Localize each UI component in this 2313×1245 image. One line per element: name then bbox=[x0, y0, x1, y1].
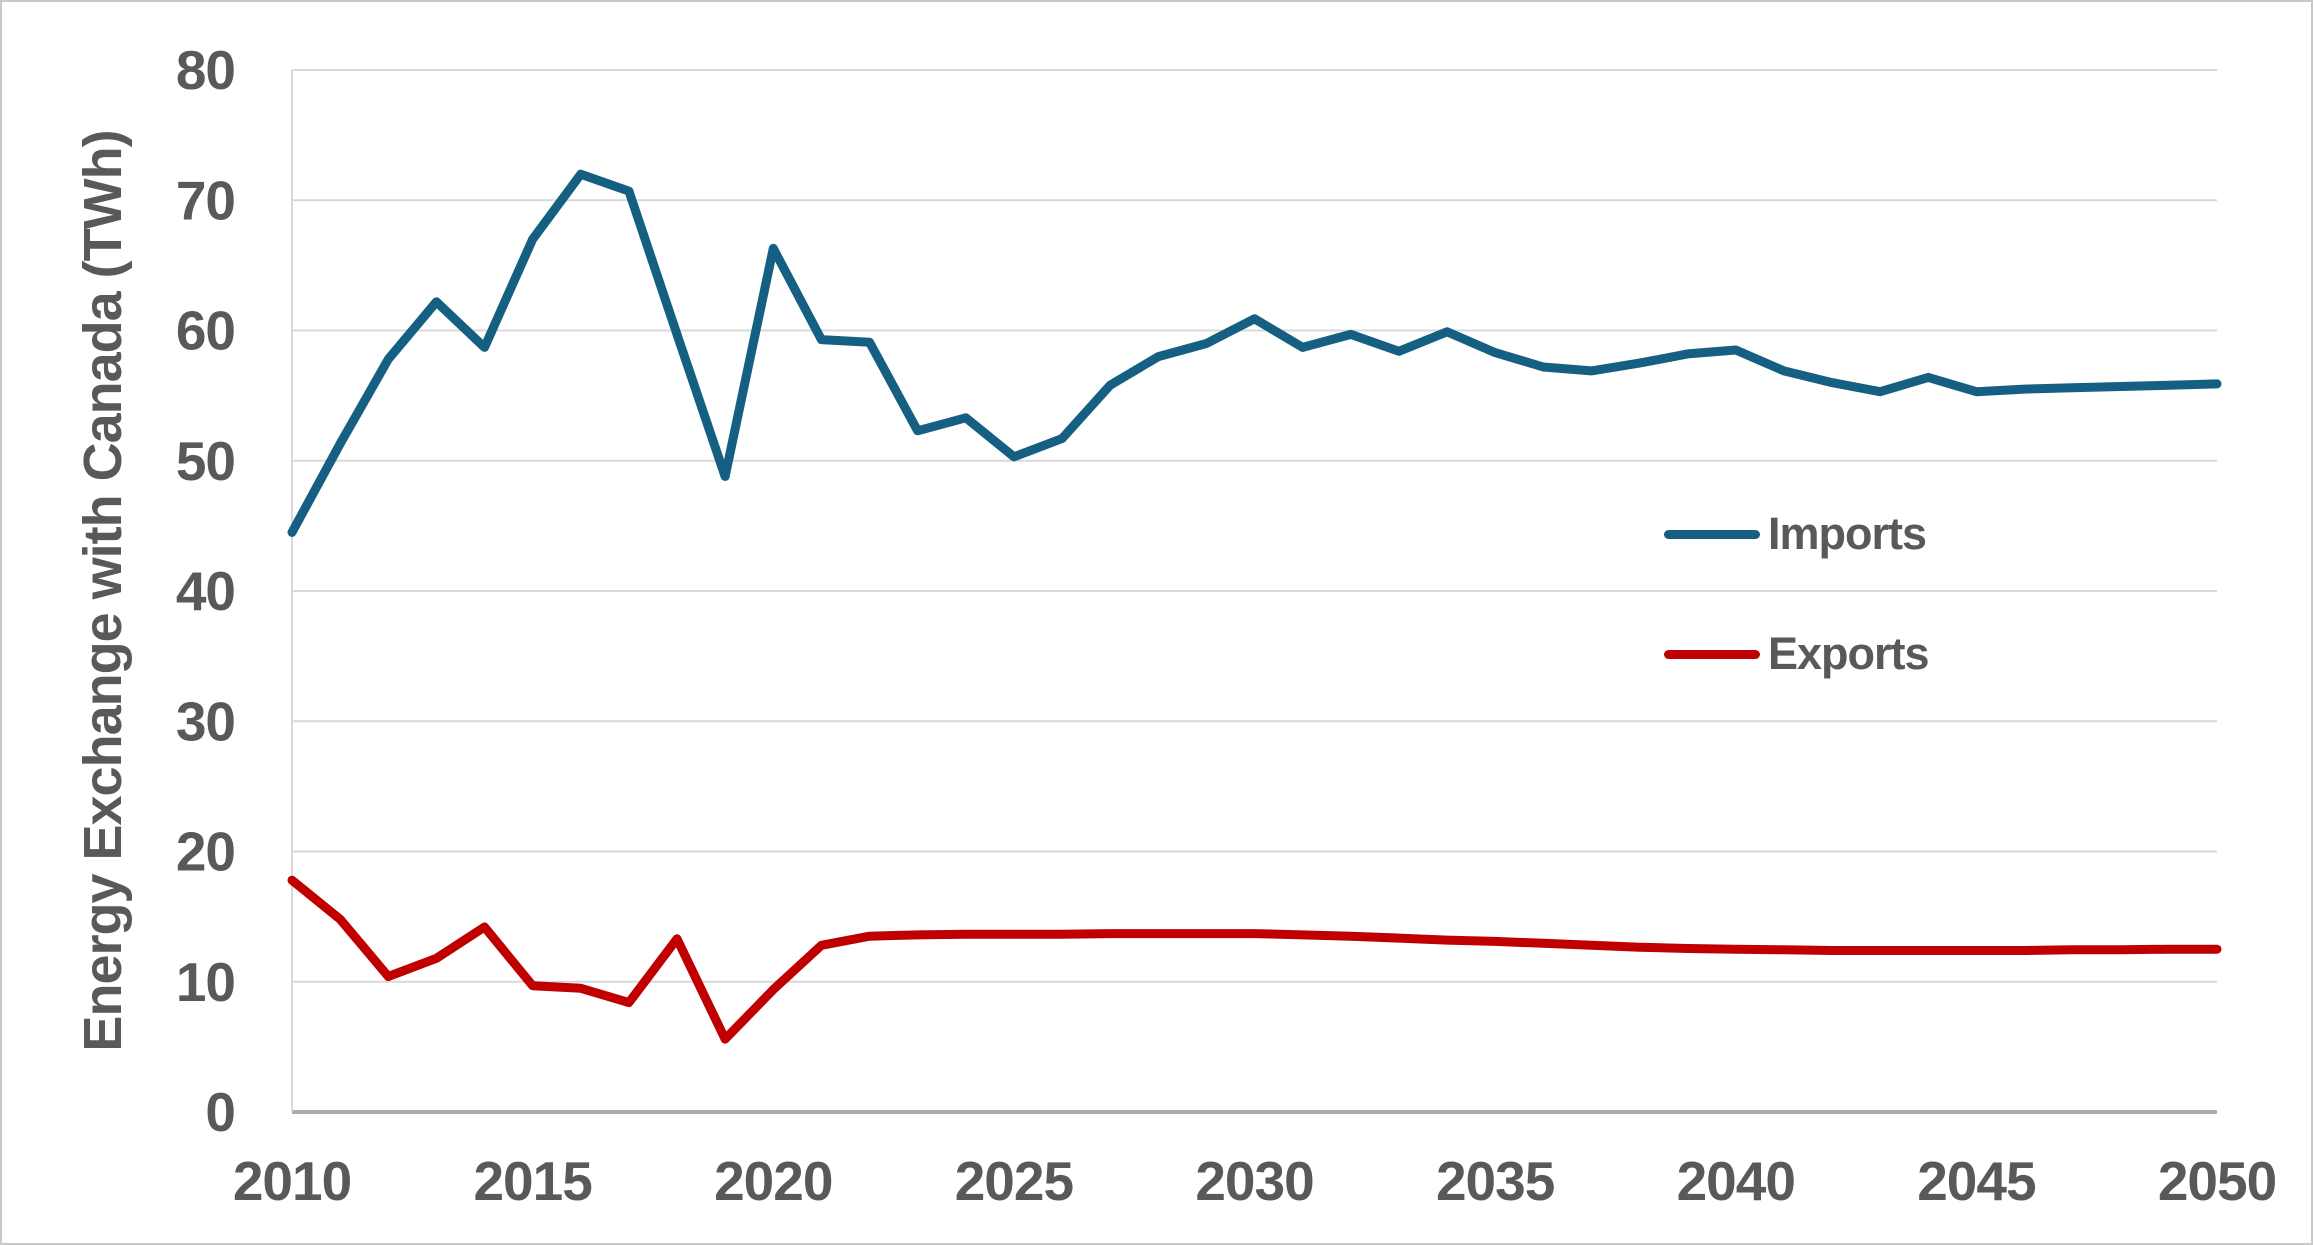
exports-line-swatch bbox=[1664, 649, 1760, 659]
y-tick-label: 70 bbox=[176, 169, 235, 231]
y-tick-label: 50 bbox=[176, 430, 235, 492]
x-tick-label: 2035 bbox=[1436, 1150, 1555, 1212]
x-tick-label: 2040 bbox=[1677, 1150, 1795, 1212]
imports-line-swatch bbox=[1664, 529, 1760, 539]
x-tick-label: 2045 bbox=[1917, 1150, 2036, 1212]
y-tick-label: 60 bbox=[176, 300, 235, 362]
x-tick-label: 2050 bbox=[2158, 1150, 2276, 1212]
legend-label-exports: Exports bbox=[1768, 628, 1930, 679]
exports-line bbox=[287, 875, 2222, 1044]
legend: Imports Exports bbox=[1664, 508, 1930, 680]
x-tick-label: 2010 bbox=[233, 1150, 351, 1212]
y-tick-label: 10 bbox=[176, 951, 235, 1013]
y-tick-label: 80 bbox=[176, 39, 235, 101]
y-tick-label: 40 bbox=[176, 560, 235, 622]
x-tick-label: 2020 bbox=[714, 1150, 832, 1212]
legend-label-imports: Imports bbox=[1768, 508, 1927, 559]
legend-item-exports: Exports bbox=[1664, 628, 1930, 680]
y-tick-label: 0 bbox=[205, 1081, 235, 1143]
y-axis-title: Energy Exchange with Canada (TWh) bbox=[73, 130, 133, 1052]
y-tick-label: 30 bbox=[176, 690, 235, 752]
x-tick-label: 2025 bbox=[955, 1150, 1074, 1212]
x-tick-label: 2015 bbox=[473, 1150, 592, 1212]
x-tick-label: 2030 bbox=[1195, 1150, 1313, 1212]
y-tick-label: 20 bbox=[176, 821, 235, 883]
legend-item-imports: Imports bbox=[1664, 508, 1929, 560]
imports-line bbox=[287, 169, 2222, 537]
